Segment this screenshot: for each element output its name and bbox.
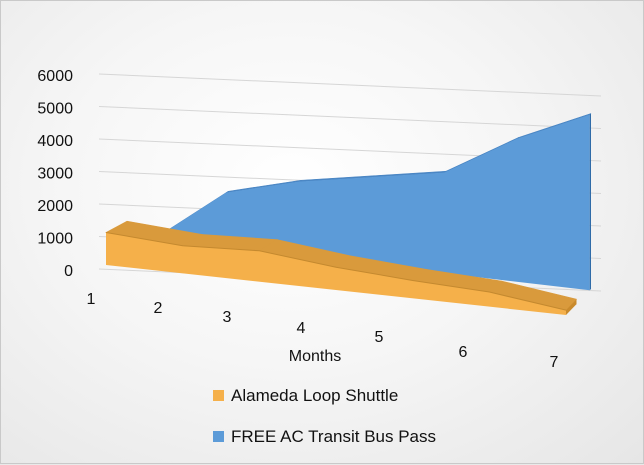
area-side-face bbox=[589, 113, 591, 291]
y-tick-label: 0 bbox=[64, 263, 73, 280]
x-tick-label: 2 bbox=[154, 300, 163, 317]
x-tick-label: 7 bbox=[550, 354, 559, 371]
x-tick-label: 6 bbox=[459, 344, 468, 361]
legend-label: FREE AC Transit Bus Pass bbox=[231, 427, 436, 446]
legend-label: Alameda Loop Shuttle bbox=[231, 386, 398, 405]
x-axis-title: Months bbox=[289, 348, 341, 365]
gridline bbox=[98, 73, 602, 97]
y-tick-label: 4000 bbox=[37, 133, 73, 150]
y-tick-label: 1000 bbox=[37, 231, 73, 248]
x-tick-label: 4 bbox=[297, 320, 306, 337]
area-side-face bbox=[566, 299, 577, 315]
x-tick-label: 1 bbox=[87, 291, 96, 308]
legend-swatch bbox=[213, 390, 224, 401]
y-tick-label: 6000 bbox=[37, 68, 73, 85]
y-tick-label: 5000 bbox=[37, 101, 73, 118]
area-front-face bbox=[106, 232, 566, 315]
area-edge bbox=[105, 232, 567, 311]
gridline bbox=[98, 106, 602, 129]
x-tick-label: 5 bbox=[375, 329, 384, 346]
legend-swatch bbox=[213, 431, 224, 442]
y-tick-label: 2000 bbox=[37, 198, 73, 215]
x-tick-label: 3 bbox=[223, 309, 232, 326]
y-tick-label: 3000 bbox=[37, 166, 73, 183]
